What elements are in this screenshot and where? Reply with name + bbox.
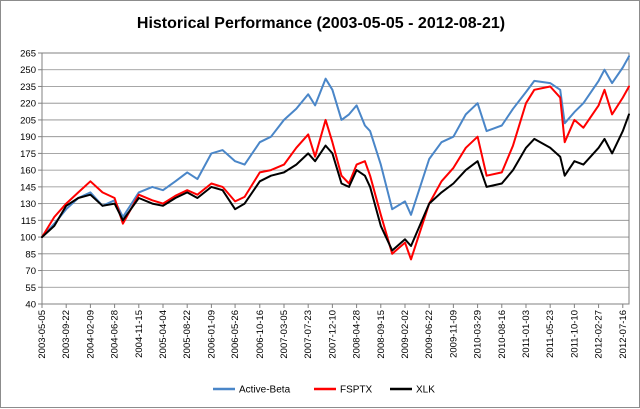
legend: Active-Beta FSPTX XLK (213, 385, 435, 396)
y-tick-label: 160 (20, 166, 36, 177)
x-tick-label: 2010-03-29 (473, 310, 484, 359)
x-axis-ticks: 2003-05-05 2003-09-22 2004-02-09 2004-06-28… (37, 304, 629, 359)
x-tick-label: 2007-03-05 (279, 310, 290, 359)
x-tick-label: 2012-07-16 (618, 310, 629, 359)
y-tick-label: 265 (20, 49, 36, 60)
x-tick-label: 2006-05-26 (230, 310, 241, 359)
x-tick-label: 2004-11-15 (134, 310, 145, 358)
series-line-active-beta (41, 55, 630, 239)
y-tick-label: 55 (25, 283, 36, 294)
x-tick-label: 2005-08-22 (182, 310, 193, 359)
x-tick-label: 2007-12-10 (327, 310, 338, 359)
x-tick-label: 2004-02-09 (85, 310, 96, 359)
x-tick-label: 2006-10-16 (255, 310, 266, 359)
y-tick-label: 175 (20, 149, 36, 160)
x-tick-label: 2003-05-05 (37, 310, 48, 359)
chart-title: Historical Performance (2003-05-05 - 201… (137, 15, 505, 32)
x-tick-label: 2009-11-09 (448, 310, 459, 358)
y-tick-label: 115 (21, 216, 36, 227)
x-tick-label: 2009-06-22 (424, 310, 435, 359)
y-tick-label: 205 (20, 115, 36, 126)
x-tick-label: 2012-02-27 (594, 310, 605, 359)
plot-area-border (41, 52, 630, 305)
x-tick-label: 2011-05-23 (545, 310, 556, 358)
x-tick-label: 2007-07-23 (303, 310, 314, 359)
gridlines (42, 52, 629, 305)
legend-label: FSPTX (340, 385, 373, 396)
x-tick-label: 2010-08-16 (497, 310, 508, 359)
y-tick-label: 70 (25, 266, 36, 277)
y-tick-label: 40 (25, 300, 36, 311)
y-tick-label: 130 (20, 199, 36, 210)
y-tick-label: 220 (20, 99, 36, 110)
y-tick-label: 100 (20, 233, 36, 244)
y-tick-label: 145 (20, 182, 36, 193)
x-tick-label: 2008-04-28 (352, 310, 363, 359)
y-axis-ticks: 40 55 70 85 100 115 130 145 160 175 190 205 220 235 25… (20, 49, 42, 311)
x-tick-label: 2004-06-28 (110, 310, 121, 359)
x-tick-label: 2008-09-15 (376, 310, 387, 359)
series-line-fsptx (41, 85, 630, 261)
series-line-xlk (41, 113, 630, 252)
x-tick-label: 2011-01-03 (521, 310, 532, 358)
y-tick-label: 250 (20, 65, 36, 76)
x-tick-label: 2006-01-09 (206, 310, 217, 359)
y-tick-label: 85 (25, 249, 36, 260)
x-tick-label: 2009-02-02 (400, 310, 411, 359)
y-tick-label: 190 (20, 132, 36, 143)
x-tick-label: 2005-04-04 (158, 310, 169, 359)
y-tick-label: 235 (20, 82, 36, 93)
legend-label: Active-Beta (239, 385, 291, 396)
x-tick-label: 2011-10-10 (569, 310, 580, 358)
series-lines (41, 55, 630, 261)
x-tick-label: 2003-09-22 (61, 310, 72, 359)
legend-label: XLK (416, 385, 435, 396)
